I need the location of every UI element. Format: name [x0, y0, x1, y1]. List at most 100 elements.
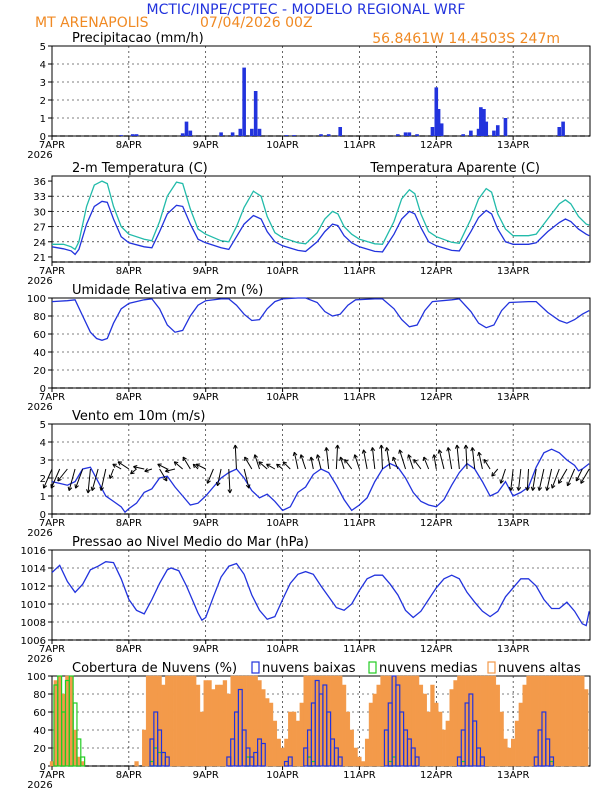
wind-vector-head: [206, 479, 211, 484]
series-line: [51, 561, 590, 627]
precip-bar: [184, 121, 189, 136]
cloud-bar: [72, 702, 78, 767]
wind-vector-head: [282, 461, 288, 466]
precip-bar: [250, 128, 254, 136]
wind-vector-head: [550, 484, 556, 489]
wind-vector: [371, 447, 376, 470]
wind-vector: [478, 452, 483, 470]
x-tick-label: 13APR: [497, 266, 530, 277]
rh-panel: 0 20 40 60 80 100 7APR 8APR 9APR 10APR 11APR 12APR 1…: [27, 283, 591, 413]
x-year-label: 2026: [27, 528, 52, 539]
cloud-bar: [487, 675, 493, 767]
cloud-bar: [134, 761, 139, 767]
cloud-bar: [414, 675, 420, 767]
cloud-bar: [280, 747, 285, 767]
plot-frame: [51, 175, 591, 263]
precip-bar: [415, 134, 419, 136]
y-tick-label: 36: [33, 177, 46, 188]
x-tick-label: 11APR: [343, 140, 376, 151]
precip-bar: [434, 87, 439, 136]
x-tick-label: 11APR: [343, 770, 376, 781]
cloud-bar: [265, 698, 270, 767]
x-year-label: 2026: [27, 654, 52, 665]
legend-swatch: [487, 661, 496, 674]
x-year-label: 2026: [27, 780, 52, 791]
wind-vector-head: [86, 489, 91, 494]
wind-vector-head: [432, 454, 437, 459]
wind-vector: [173, 461, 183, 470]
wind-vector: [133, 466, 145, 470]
cloud-bar: [268, 702, 274, 767]
x-tick-label: 10APR: [266, 266, 299, 277]
cloud-bar: [580, 675, 585, 767]
wind-vector-head: [163, 476, 168, 482]
x-tick-label: 8APR: [116, 266, 142, 277]
wind-vector-head: [157, 463, 162, 468]
precip-bar: [119, 135, 123, 136]
y-tick-label: 3: [40, 456, 46, 467]
y-tick-label: 100: [27, 294, 46, 305]
cloud-bar: [457, 675, 462, 767]
y-tick-label: 5: [40, 42, 46, 53]
wind-vector-head: [266, 463, 271, 468]
cloud-bar: [449, 689, 454, 767]
precip-bar: [292, 135, 296, 136]
x-tick-label: 13APR: [497, 140, 530, 151]
temp-panel: 21 24 27 30 33 36 7APR 8APR 9APR 10APR 11APR 12APR 1…: [27, 161, 591, 287]
y-tick-label: 24: [33, 238, 46, 249]
legend-swatch: [368, 661, 377, 674]
wind-vector-head: [516, 486, 522, 491]
precip-bar: [257, 128, 262, 136]
series-line: [51, 297, 590, 341]
wind-vector-head: [258, 461, 263, 466]
cloud-bar: [337, 756, 343, 767]
wind-vector-head: [379, 444, 384, 449]
wind-vector-head: [133, 465, 138, 470]
cloud-bar: [530, 675, 535, 767]
precip-bar: [130, 134, 135, 136]
wind-vector: [551, 468, 560, 489]
x-tick-label: 8APR: [116, 644, 142, 655]
wind-vector: [546, 468, 553, 491]
precip-bar: [436, 109, 441, 136]
wind-vector: [276, 463, 283, 470]
wind-vector: [234, 444, 237, 470]
wind-vector: [57, 468, 68, 482]
wind-vector-head: [67, 486, 73, 491]
precip-bar: [188, 130, 193, 136]
y-tick-label: 0: [40, 384, 46, 395]
cloud-bar: [195, 684, 201, 767]
cloud-bar: [80, 756, 86, 767]
x-tick-label: 7APR: [39, 644, 65, 655]
y-tick-label: 40: [33, 726, 46, 737]
cloud-bar: [207, 680, 212, 767]
cloud-bar: [376, 684, 381, 767]
x-tick-label: 9APR: [193, 140, 219, 151]
plot-frame: [51, 549, 591, 641]
wind-vector: [386, 447, 391, 470]
y-tick-label: 0: [40, 132, 46, 143]
x-tick-label: 11APR: [343, 518, 376, 529]
wind-vector: [456, 444, 460, 470]
wind-vector-head: [361, 449, 367, 454]
coordinates-label: 56.8461W 14.4503S 247m: [372, 31, 560, 47]
wind-vector: [510, 468, 514, 491]
wind-vector-head: [477, 451, 482, 457]
precip-bar: [495, 125, 500, 136]
cloud-bar: [168, 675, 174, 767]
cloud-bar: [237, 688, 243, 767]
x-tick-label: 10APR: [266, 518, 299, 529]
precip-bar: [461, 134, 465, 136]
wind-vector-head: [195, 463, 201, 468]
wind-vector-head: [117, 461, 123, 466]
wind-vector: [580, 468, 590, 484]
wind-vector: [300, 454, 307, 470]
x-tick-label: 13APR: [497, 392, 530, 403]
wind-vector-head: [292, 451, 298, 457]
cloud-bar: [441, 729, 447, 767]
x-tick-label: 9APR: [193, 770, 219, 781]
wind-vector-head: [437, 449, 443, 454]
cloud-bar: [341, 684, 347, 767]
precip-bar: [396, 134, 400, 136]
cloud-bar: [499, 711, 504, 767]
